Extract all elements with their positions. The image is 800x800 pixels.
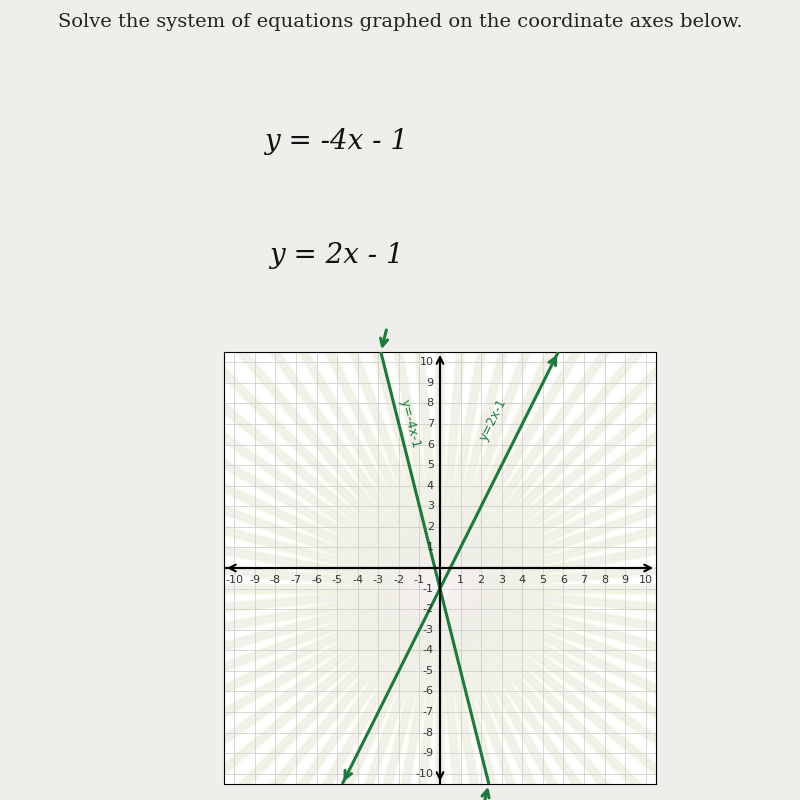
Text: 8: 8 <box>426 398 434 409</box>
Text: -9: -9 <box>250 575 261 585</box>
Text: -3: -3 <box>423 625 434 634</box>
Text: -1: -1 <box>423 583 434 594</box>
Text: -2: -2 <box>422 604 434 614</box>
Text: -10: -10 <box>416 769 434 778</box>
Text: y=2x-1: y=2x-1 <box>478 397 510 443</box>
Text: 7: 7 <box>581 575 587 585</box>
Text: -8: -8 <box>422 727 434 738</box>
Text: -8: -8 <box>270 575 281 585</box>
Text: 10: 10 <box>420 358 434 367</box>
Text: 4: 4 <box>426 481 434 490</box>
Text: 9: 9 <box>426 378 434 388</box>
Text: 5: 5 <box>427 460 434 470</box>
Text: -5: -5 <box>332 575 342 585</box>
Text: -2: -2 <box>394 575 405 585</box>
Text: -10: -10 <box>226 575 243 585</box>
Text: 2: 2 <box>478 575 485 585</box>
Text: 9: 9 <box>622 575 629 585</box>
Text: -3: -3 <box>373 575 384 585</box>
Text: -6: -6 <box>423 686 434 697</box>
Text: 1: 1 <box>457 575 464 585</box>
Text: y=-4x-1: y=-4x-1 <box>398 398 422 450</box>
Text: 5: 5 <box>539 575 546 585</box>
Text: 3: 3 <box>427 502 434 511</box>
Text: -4: -4 <box>352 575 363 585</box>
Text: 10: 10 <box>638 575 653 585</box>
Text: 1: 1 <box>427 542 434 553</box>
Text: -7: -7 <box>290 575 302 585</box>
Text: Solve the system of equations graphed on the coordinate axes below.: Solve the system of equations graphed on… <box>58 14 742 31</box>
Text: 2: 2 <box>426 522 434 532</box>
Text: 8: 8 <box>601 575 608 585</box>
Text: 6: 6 <box>560 575 567 585</box>
Text: -5: -5 <box>423 666 434 676</box>
Text: -9: -9 <box>422 748 434 758</box>
Text: y = -4x - 1: y = -4x - 1 <box>264 128 408 154</box>
Text: -1: -1 <box>414 575 425 585</box>
Text: 4: 4 <box>518 575 526 585</box>
Text: 3: 3 <box>498 575 506 585</box>
Text: y = 2x - 1: y = 2x - 1 <box>269 242 403 269</box>
Text: 7: 7 <box>426 419 434 429</box>
Text: -7: -7 <box>422 707 434 717</box>
Text: 6: 6 <box>427 439 434 450</box>
Text: -4: -4 <box>422 646 434 655</box>
Text: -6: -6 <box>311 575 322 585</box>
